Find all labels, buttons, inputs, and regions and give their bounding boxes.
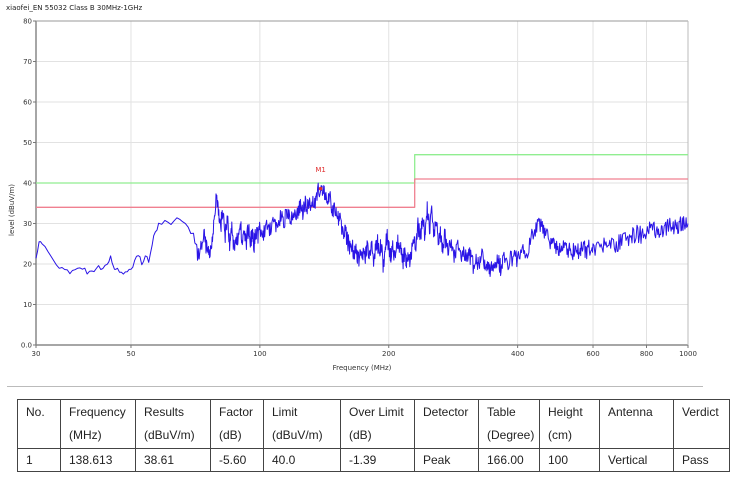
column-header-label: Results [144, 405, 185, 419]
x-tick-label: 1000 [679, 350, 697, 358]
column-header-label: No. [26, 405, 45, 419]
x-axis: 30 50 100 200 400 600 800 1000 [32, 345, 697, 358]
table-cell: Pass [673, 448, 730, 472]
column-header-unit: (dB) [349, 428, 372, 442]
x-tick-label: 100 [253, 350, 266, 358]
y-axis-label: level (dBuV/m) [8, 184, 16, 236]
x-tick-label: 400 [511, 350, 524, 358]
column-header-unit: (dB) [219, 428, 242, 442]
table-cell: 38.61 [135, 448, 211, 472]
column-header: Factor (dB) [210, 399, 264, 449]
x-axis-label: Frequency (MHz) [333, 364, 392, 372]
y-tick-label: 50 [23, 139, 32, 147]
column-header-label: Factor [219, 405, 254, 419]
series-line [36, 178, 688, 208]
results-table: No. Frequency (MHz) Results (dBuV/m) Factor (d… [17, 399, 730, 472]
table-cell: 166.00 [478, 448, 540, 472]
marker-label: M1 [315, 166, 326, 174]
chart-series [35, 154, 689, 277]
column-header: Results (dBuV/m) [135, 399, 211, 449]
column-header-label: Height [548, 405, 583, 419]
y-tick-label: 60 [23, 99, 32, 107]
table-cell: -1.39 [340, 448, 415, 472]
column-header: Verdict [673, 399, 730, 449]
y-tick-label: 0.0 [21, 342, 32, 350]
emission-chart: 0.0 10 20 30 40 50 60 70 80 30 50 100 200 400 600 800 1… [8, 18, 697, 373]
series-line [35, 182, 689, 277]
column-header-unit: (dBuV/m) [272, 428, 323, 442]
marker-point [318, 186, 323, 191]
column-header-label: Antenna [608, 405, 653, 419]
column-header-unit: (dBuV/m) [144, 428, 195, 442]
column-header-unit: (MHz) [69, 428, 102, 442]
y-tick-label: 80 [23, 18, 32, 26]
table-header-row: No. Frequency (MHz) Results (dBuV/m) Factor (d… [17, 399, 730, 449]
column-header-label: Limit [272, 405, 298, 419]
column-header-unit: (cm) [548, 428, 572, 442]
table-cell: 100 [539, 448, 600, 472]
column-header: Frequency (MHz) [60, 399, 136, 449]
column-header: Antenna [599, 399, 674, 449]
y-tick-label: 40 [23, 180, 32, 188]
table-cell: 40.0 [263, 448, 341, 472]
divider [7, 386, 703, 387]
table-cell: Vertical [599, 448, 674, 472]
column-header-label: Table [487, 405, 516, 419]
series-line [36, 154, 688, 184]
column-header: Height (cm) [539, 399, 600, 449]
x-tick-label: 200 [382, 350, 395, 358]
y-tick-label: 70 [23, 58, 32, 66]
chart-markers: M1 [315, 166, 326, 191]
column-header-unit: (Degree) [487, 428, 535, 442]
column-header-label: Verdict [682, 405, 719, 419]
y-axis: 0.0 10 20 30 40 50 60 70 80 [21, 18, 36, 350]
column-header-label: Detector [423, 405, 469, 419]
x-tick-label: 30 [32, 350, 41, 358]
column-header: Over Limit (dB) [340, 399, 415, 449]
table-cell: 1 [17, 448, 61, 472]
table-cell: 138.613 [60, 448, 136, 472]
column-header-label: Over Limit [349, 405, 404, 419]
chart-title: xiaofei_EN 55032 Class B 30MHz-1GHz [6, 4, 143, 12]
table-cell: -5.60 [210, 448, 264, 472]
column-header: No. [17, 399, 61, 449]
column-header: Limit (dBuV/m) [263, 399, 341, 449]
y-tick-label: 20 [23, 261, 32, 269]
y-tick-label: 30 [23, 220, 32, 228]
x-tick-label: 50 [127, 350, 136, 358]
column-header-label: Frequency [69, 405, 126, 419]
column-header: Table (Degree) [478, 399, 540, 449]
table-cell: Peak [414, 448, 479, 472]
x-tick-label: 600 [586, 350, 599, 358]
y-tick-label: 10 [23, 301, 32, 309]
table-row: 1 138.613 38.61 -5.60 40.0 -1.39 Peak 166.00 100… [17, 448, 730, 472]
x-tick-label: 800 [640, 350, 653, 358]
column-header: Detector [414, 399, 479, 449]
